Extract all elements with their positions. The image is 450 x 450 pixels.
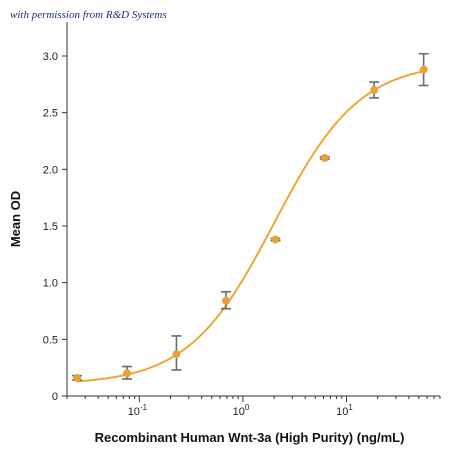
chart-axes: 0 0.5 1.0 1.5 2.0 2.5 3.0 10-1 100 101	[43, 22, 441, 418]
data-point	[172, 350, 181, 359]
data-point-group	[319, 154, 330, 162]
data-point	[419, 65, 428, 74]
data-point-group	[270, 235, 281, 244]
y-tick-label: 0	[52, 391, 58, 403]
y-tick-label: 2.0	[43, 164, 58, 176]
data-point-group	[369, 81, 380, 99]
x-tick-label: 100	[233, 403, 250, 418]
y-tick-label: 0.5	[43, 334, 58, 346]
y-axis-title: Mean OD	[8, 191, 23, 247]
data-point-group	[122, 365, 133, 380]
data-point	[370, 86, 379, 94]
x-tick-label: 10-1	[128, 403, 148, 418]
y-tick-label: 1.0	[43, 278, 58, 290]
data-point	[73, 373, 82, 382]
data-point-group	[220, 290, 231, 310]
x-axis-title: Recombinant Human Wnt-3a (High Purity) (…	[95, 430, 405, 445]
data-point-group	[171, 335, 182, 371]
data-point-group	[418, 52, 429, 87]
data-point-group	[72, 373, 83, 382]
fit-curve	[76, 70, 424, 383]
data-point	[271, 235, 280, 244]
y-tick-label: 1.5	[43, 221, 58, 233]
permission-watermark: with permission from R&D Systems	[10, 9, 167, 21]
data-point	[221, 296, 230, 305]
y-tick-label: 2.5	[43, 108, 58, 120]
data-points-layer	[72, 52, 429, 382]
fit-curve-layer	[76, 70, 424, 383]
data-point	[320, 154, 329, 162]
y-tick-label: 3.0	[43, 51, 58, 63]
data-point	[123, 369, 132, 378]
x-tick-label: 101	[336, 403, 353, 418]
